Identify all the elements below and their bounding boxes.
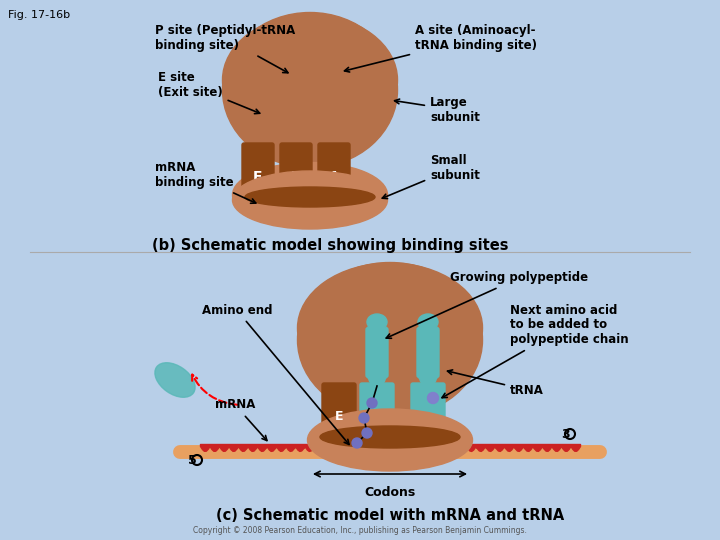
Text: Codons: Codons (364, 486, 415, 499)
Circle shape (352, 438, 362, 448)
FancyBboxPatch shape (242, 143, 274, 207)
Text: 5: 5 (188, 454, 197, 467)
Text: (c) Schematic model with mRNA and tRNA: (c) Schematic model with mRNA and tRNA (216, 508, 564, 523)
Ellipse shape (418, 314, 438, 330)
Ellipse shape (297, 263, 482, 393)
Ellipse shape (368, 364, 386, 386)
FancyBboxPatch shape (360, 383, 394, 452)
Text: Growing polypeptide: Growing polypeptide (386, 272, 588, 338)
Text: Fig. 17-16b: Fig. 17-16b (8, 10, 70, 20)
Text: Copyright © 2008 Pearson Education, Inc., publishing as Pearson Benjamin Cumming: Copyright © 2008 Pearson Education, Inc.… (193, 526, 527, 535)
FancyBboxPatch shape (411, 383, 445, 452)
FancyBboxPatch shape (280, 143, 312, 207)
Ellipse shape (320, 426, 460, 448)
FancyBboxPatch shape (318, 143, 350, 207)
Text: E: E (335, 410, 343, 423)
Circle shape (362, 428, 372, 438)
Ellipse shape (222, 12, 397, 167)
Text: mRNA
binding site: mRNA binding site (155, 161, 256, 203)
FancyBboxPatch shape (366, 327, 388, 378)
Text: P: P (291, 170, 301, 184)
Text: E: E (253, 170, 263, 184)
Text: A site (Aminoacyl-
tRNA binding site): A site (Aminoacyl- tRNA binding site) (344, 24, 537, 72)
Ellipse shape (155, 363, 195, 397)
Text: E site
(Exit site): E site (Exit site) (158, 71, 260, 113)
Text: Small
subunit: Small subunit (382, 154, 480, 199)
Ellipse shape (297, 262, 482, 417)
Ellipse shape (419, 364, 437, 386)
Circle shape (428, 393, 438, 403)
Ellipse shape (307, 409, 472, 471)
Text: tRNA: tRNA (448, 370, 544, 396)
Text: A: A (328, 170, 339, 184)
FancyBboxPatch shape (417, 327, 439, 378)
Ellipse shape (233, 171, 387, 229)
Ellipse shape (245, 187, 375, 207)
Circle shape (359, 413, 369, 423)
Text: Amino end: Amino end (202, 303, 349, 444)
Text: P site (Peptidyl-tRNA
binding site): P site (Peptidyl-tRNA binding site) (155, 24, 295, 73)
Ellipse shape (367, 314, 387, 330)
Text: mRNA: mRNA (215, 399, 267, 441)
FancyBboxPatch shape (322, 383, 356, 452)
Circle shape (367, 398, 377, 408)
Text: Next amino acid
to be added to
polypeptide chain: Next amino acid to be added to polypepti… (442, 303, 629, 397)
Text: (b) Schematic model showing binding sites: (b) Schematic model showing binding site… (152, 238, 508, 253)
Ellipse shape (233, 163, 387, 227)
Ellipse shape (222, 15, 397, 145)
Text: 3: 3 (561, 428, 570, 441)
Text: Large
subunit: Large subunit (395, 96, 480, 124)
